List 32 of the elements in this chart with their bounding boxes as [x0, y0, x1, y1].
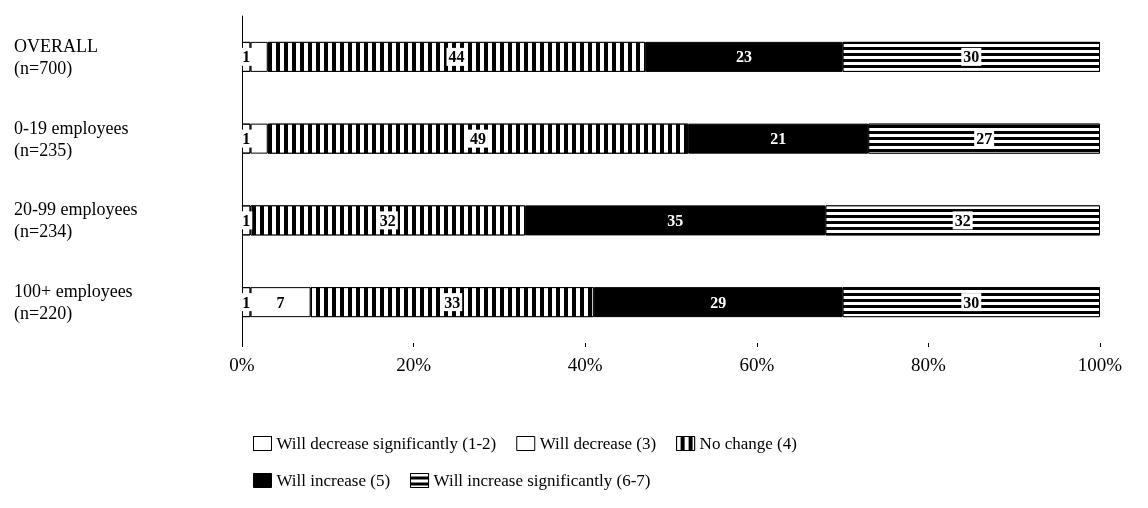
x-tick-label: 40% — [567, 354, 603, 375]
data-label: 49 — [469, 130, 486, 148]
y-tick-label: 20-99 employees (n=234) — [14, 199, 138, 243]
data-label: 21 — [770, 130, 787, 148]
x-tick-label: 20% — [396, 354, 432, 375]
data-label: 1 — [242, 293, 251, 311]
data-label: 23 — [735, 48, 752, 66]
data-label: 27 — [976, 130, 993, 148]
data-label: 30 — [963, 293, 980, 311]
data-label: 32 — [379, 211, 396, 229]
y-tick-label: 100+ employees (n=220) — [14, 281, 133, 325]
legend-label: No change (4) — [699, 434, 797, 453]
data-label: 32 — [954, 211, 971, 229]
data-label: 35 — [667, 211, 684, 229]
data-label: 1 — [242, 48, 251, 66]
data-label: 30 — [963, 48, 980, 66]
x-tick-label: 100% — [1077, 354, 1123, 375]
data-label: 1 — [242, 130, 251, 148]
legend-label: Will decrease significantly (1-2) — [276, 434, 497, 453]
x-tick-label: 80% — [910, 354, 946, 375]
data-label: 44 — [448, 48, 465, 66]
x-tick-label: 0% — [229, 354, 255, 375]
y-tick-label: 0-19 employees (n=235) — [14, 117, 129, 161]
data-label: 29 — [710, 293, 727, 311]
data-label: 33 — [444, 293, 461, 311]
data-label: 7 — [276, 293, 285, 311]
y-tick-label: OVERALL (n=700) — [14, 35, 98, 79]
legend-label: Will decrease (3) — [539, 434, 657, 453]
legend-label: Will increase (5) — [276, 471, 391, 490]
data-label: 1 — [242, 211, 251, 229]
legend-label: Will increase significantly (6-7) — [433, 471, 651, 490]
x-tick-label: 60% — [739, 354, 775, 375]
